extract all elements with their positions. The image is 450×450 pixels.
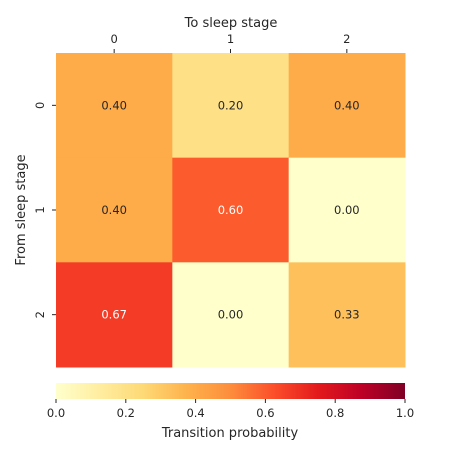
cell-value-label: 0.67 [101, 308, 127, 322]
y-tick-label: 1 [33, 206, 47, 213]
colorbar-ticks: 0.0 0.2 0.4 0.6 0.8 1.0 [47, 399, 414, 420]
heatmap-cell [288, 53, 406, 159]
cell-value-label: 0.33 [334, 308, 360, 322]
y-tick-label: 2 [33, 311, 47, 318]
cell-value-label: 0.20 [218, 98, 244, 112]
colorbar-tick-label: 0.6 [256, 406, 274, 420]
y-axis-ticks: 0 1 2 [33, 102, 56, 318]
colorbar-tick-label: 1.0 [396, 406, 414, 420]
cell-value-label: 0.40 [334, 98, 360, 112]
y-tick-label: 0 [33, 102, 47, 109]
heatmap-cells: 0.40 0.20 0.40 0.40 0.60 0.00 0.67 0.00 0.33 [56, 53, 406, 368]
x-axis-ticks: 0 1 2 [111, 32, 350, 53]
colorbar-tick-label: 0.4 [186, 406, 204, 420]
cell-value-label: 0.40 [101, 98, 127, 112]
heatmap-cell [288, 157, 406, 263]
colorbar-tick-label: 0.0 [47, 406, 65, 420]
heatmap-cell [56, 157, 173, 263]
heatmap-cell [56, 262, 173, 368]
y-axis-title: From sleep stage [14, 154, 29, 265]
colorbar-tick-label: 0.8 [326, 406, 344, 420]
heatmap-cell [172, 262, 290, 368]
cell-value-label: 0.00 [334, 203, 360, 217]
colorbar [56, 383, 405, 399]
heatmap-cell [172, 53, 290, 159]
colorbar-tick-label: 0.2 [117, 406, 135, 420]
heatmap-cell [172, 157, 290, 263]
cell-value-label: 0.00 [218, 308, 244, 322]
x-tick-label: 2 [343, 32, 350, 46]
x-axis-title: To sleep stage [184, 16, 278, 31]
x-tick-label: 1 [227, 32, 234, 46]
heatmap-cell [288, 262, 406, 368]
cell-value-label: 0.60 [218, 203, 244, 217]
colorbar-label: Transition probability [161, 426, 299, 441]
x-tick-label: 0 [111, 32, 118, 46]
cell-value-label: 0.40 [101, 203, 127, 217]
heatmap-cell [56, 53, 173, 159]
